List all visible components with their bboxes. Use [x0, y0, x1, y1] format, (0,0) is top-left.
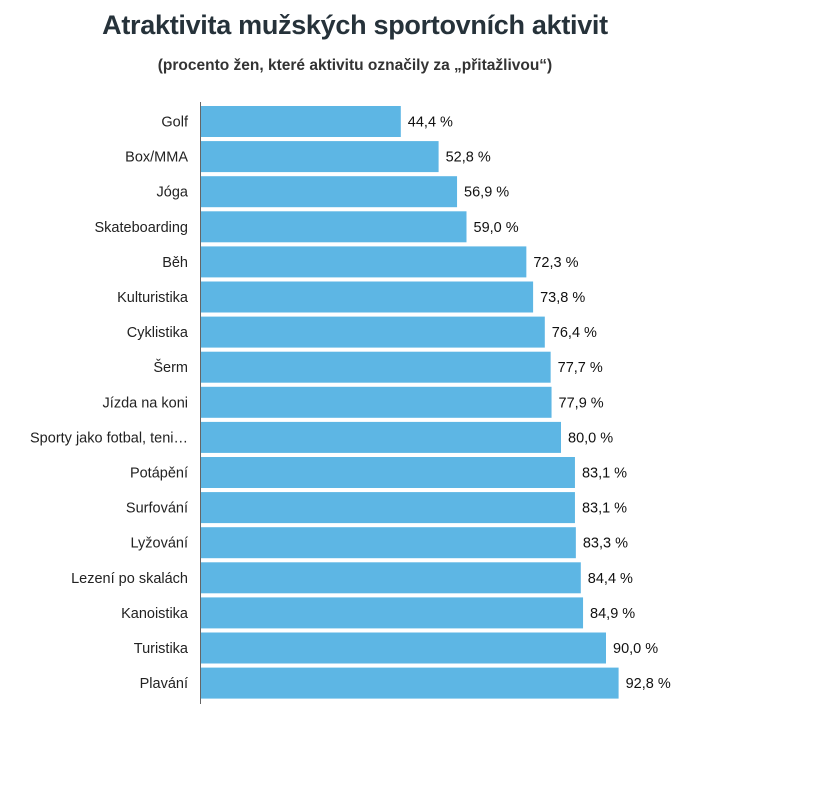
- bar: [201, 106, 401, 137]
- value-label: 72,3 %: [533, 255, 578, 271]
- bar: [201, 597, 584, 629]
- bar: [201, 421, 561, 453]
- category-label: Kulturistika: [117, 290, 189, 306]
- value-label: 77,7 %: [558, 360, 603, 376]
- bar: [201, 562, 581, 594]
- category-label: Jóga: [157, 185, 189, 201]
- bar: [201, 632, 606, 664]
- value-label: 52,8 %: [446, 150, 491, 166]
- value-label: 83,1 %: [582, 501, 627, 517]
- category-label: Jízda na koni: [103, 395, 188, 411]
- value-label: 80,0 %: [568, 430, 613, 446]
- bar: [201, 527, 576, 559]
- value-label: 90,0 %: [613, 641, 658, 657]
- bar: [201, 211, 467, 243]
- category-label: Turistika: [134, 641, 189, 657]
- value-label: 84,9 %: [590, 606, 635, 622]
- category-label: Kanoistika: [121, 606, 189, 622]
- category-label: Golf: [161, 115, 189, 131]
- value-label: 83,1 %: [582, 466, 627, 482]
- category-label: Skateboarding: [94, 220, 188, 236]
- value-label: 92,8 %: [626, 676, 671, 692]
- bar: [201, 176, 458, 208]
- value-label: 73,8 %: [540, 290, 585, 306]
- chart-title: Atraktivita mužských sportovních aktivit: [102, 10, 608, 40]
- bar: [201, 246, 527, 278]
- category-label: Plavání: [140, 676, 188, 692]
- value-label: 56,9 %: [464, 185, 509, 201]
- chart-subtitle: (procento žen, které aktivitu označily z…: [157, 57, 553, 74]
- category-label: Cyklistika: [127, 325, 189, 341]
- bar: [201, 667, 619, 699]
- value-label: 59,0 %: [474, 220, 519, 236]
- bar: [201, 281, 534, 313]
- value-label: 84,4 %: [588, 571, 633, 587]
- value-label: 76,4 %: [552, 325, 597, 341]
- category-label: Sporty jako fotbal, teni…: [30, 430, 188, 446]
- bar: [201, 386, 552, 418]
- category-label: Šerm: [153, 359, 188, 376]
- value-label: 83,3 %: [583, 536, 628, 552]
- bar: [201, 316, 545, 348]
- category-label: Box/MMA: [125, 150, 188, 166]
- bar: [201, 457, 575, 488]
- category-label: Surfování: [126, 501, 188, 517]
- category-label: Lezení po skalách: [71, 571, 188, 587]
- bar: [201, 141, 439, 173]
- bars-layer: Golf 44,4 % Box/MMA 52,8 % Jóga 56,9 % Skatebo…: [30, 106, 671, 699]
- value-label: 77,9 %: [559, 395, 604, 411]
- category-label: Běh: [162, 255, 188, 271]
- category-label: Potápění: [130, 466, 188, 482]
- value-label: 44,4 %: [408, 115, 453, 131]
- category-label: Lyžování: [131, 536, 189, 552]
- bar: [201, 351, 551, 383]
- bar: [201, 492, 575, 524]
